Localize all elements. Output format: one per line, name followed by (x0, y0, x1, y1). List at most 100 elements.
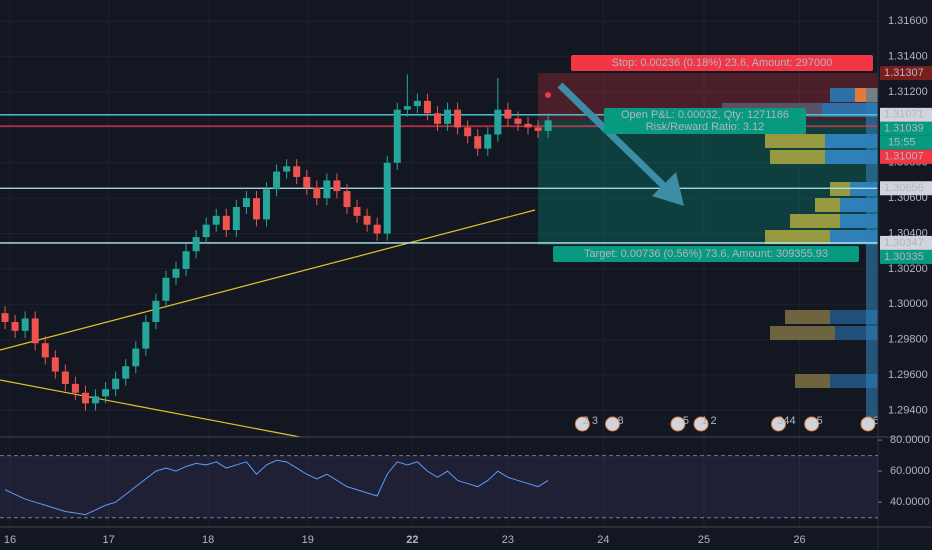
rsi-tick-label: 40.0000 (890, 496, 930, 508)
candle-body (162, 277, 170, 301)
candle-body (232, 207, 240, 230)
profile-bar (765, 230, 830, 244)
candle-body (132, 348, 140, 367)
candle-body (454, 109, 462, 128)
countdown-box (880, 135, 932, 150)
candle-body (373, 224, 381, 234)
profile-bar (815, 198, 840, 212)
y-tick-label: 1.29800 (888, 334, 928, 346)
price-label-box (880, 107, 932, 122)
profile-bar (785, 310, 830, 324)
event-label: 1 2 (701, 415, 716, 427)
price-label: 1.31007 (884, 151, 924, 163)
profile-bar (825, 134, 878, 148)
grid (0, 0, 878, 527)
position-label: Stop: 0.00236 (0.18%) 23.6, Amount: 2970… (612, 57, 833, 69)
y-tick-label: 1.31200 (888, 86, 928, 98)
label-box (553, 246, 859, 262)
candle-body (464, 127, 472, 137)
candle-body (102, 389, 110, 397)
event-icon (770, 416, 786, 432)
candle-body (152, 300, 160, 322)
x-tick-label: 25 (698, 534, 710, 546)
candle-body (433, 113, 441, 124)
candle-body (172, 268, 180, 278)
candle-body (222, 215, 230, 230)
y-tick-label: 1.31400 (888, 51, 928, 63)
event-icon (804, 416, 820, 432)
x-tick-label: 17 (102, 534, 114, 546)
event-label: 344 (777, 415, 795, 427)
profile-bar (790, 214, 840, 228)
price-label-box (880, 149, 932, 164)
rsi-band (0, 455, 878, 518)
candle-body (51, 357, 59, 372)
candle-body (413, 100, 421, 107)
candle-body (363, 215, 371, 225)
candle-body (504, 109, 512, 119)
rsi-tick-label: 80.0000 (890, 434, 930, 446)
candle-body (71, 383, 79, 393)
event-label: 8 (617, 415, 623, 427)
profile-bar (866, 88, 878, 418)
trend-line (0, 209, 536, 351)
price-label: 1.30656 (884, 182, 924, 194)
countdown: 15:55 (888, 137, 916, 149)
profile-bar (825, 150, 878, 164)
y-tick-label: 1.30000 (888, 298, 928, 310)
candle-body (182, 251, 190, 269)
event-label: 2 3 (583, 415, 598, 427)
price-label-box (880, 181, 932, 196)
candle-body (474, 136, 482, 149)
price-label-box (880, 66, 932, 81)
event-label: 5 (683, 415, 689, 427)
price-label: 1.31039 (884, 123, 924, 135)
profile-bar (830, 182, 850, 196)
price-label-box (880, 121, 932, 136)
candle-body (192, 237, 200, 252)
candle-body (252, 198, 260, 220)
candle-body (202, 224, 210, 238)
candle-body (293, 166, 301, 177)
candle-body (313, 187, 321, 199)
candle-body (524, 123, 532, 128)
x-tick-label: 24 (597, 534, 609, 546)
profile-bar (822, 103, 878, 117)
label-box (604, 108, 806, 134)
profile-bar (795, 374, 830, 388)
y-tick-label: 1.29600 (888, 369, 928, 381)
candle-body (383, 162, 391, 234)
position-label: Risk/Reward Ratio: 3.12 (646, 121, 765, 133)
x-tick-label: 19 (302, 534, 314, 546)
candle-body (353, 207, 361, 216)
price-label: 1.31071 (884, 109, 924, 121)
profile-bar (770, 150, 825, 164)
event-icon (860, 416, 876, 432)
rsi-tick-label: 60.0000 (890, 465, 930, 477)
price-label-box (880, 249, 932, 264)
price-label-box (880, 235, 932, 250)
candle-body (11, 322, 19, 331)
candle-body (112, 378, 120, 390)
candle-body (41, 343, 49, 358)
x-tick-label: 22 (406, 534, 418, 546)
event-label: 5 (817, 415, 823, 427)
candle-body (484, 134, 492, 149)
candle-body (323, 180, 331, 199)
candle-body (544, 120, 552, 131)
candle-body (122, 366, 130, 379)
alert-dot (545, 92, 551, 98)
candle-body (263, 189, 271, 220)
candle-body (92, 396, 100, 404)
label-box (571, 55, 873, 71)
x-tick-label: 23 (502, 534, 514, 546)
candle-body (21, 318, 29, 331)
y-tick-label: 1.29400 (888, 404, 928, 416)
candle-body (444, 109, 452, 124)
y-tick-label: 1.31600 (888, 15, 928, 27)
candle-body (242, 198, 250, 207)
candle-body (212, 215, 220, 225)
candle-body (343, 191, 351, 207)
event-label: 6 (873, 415, 879, 427)
